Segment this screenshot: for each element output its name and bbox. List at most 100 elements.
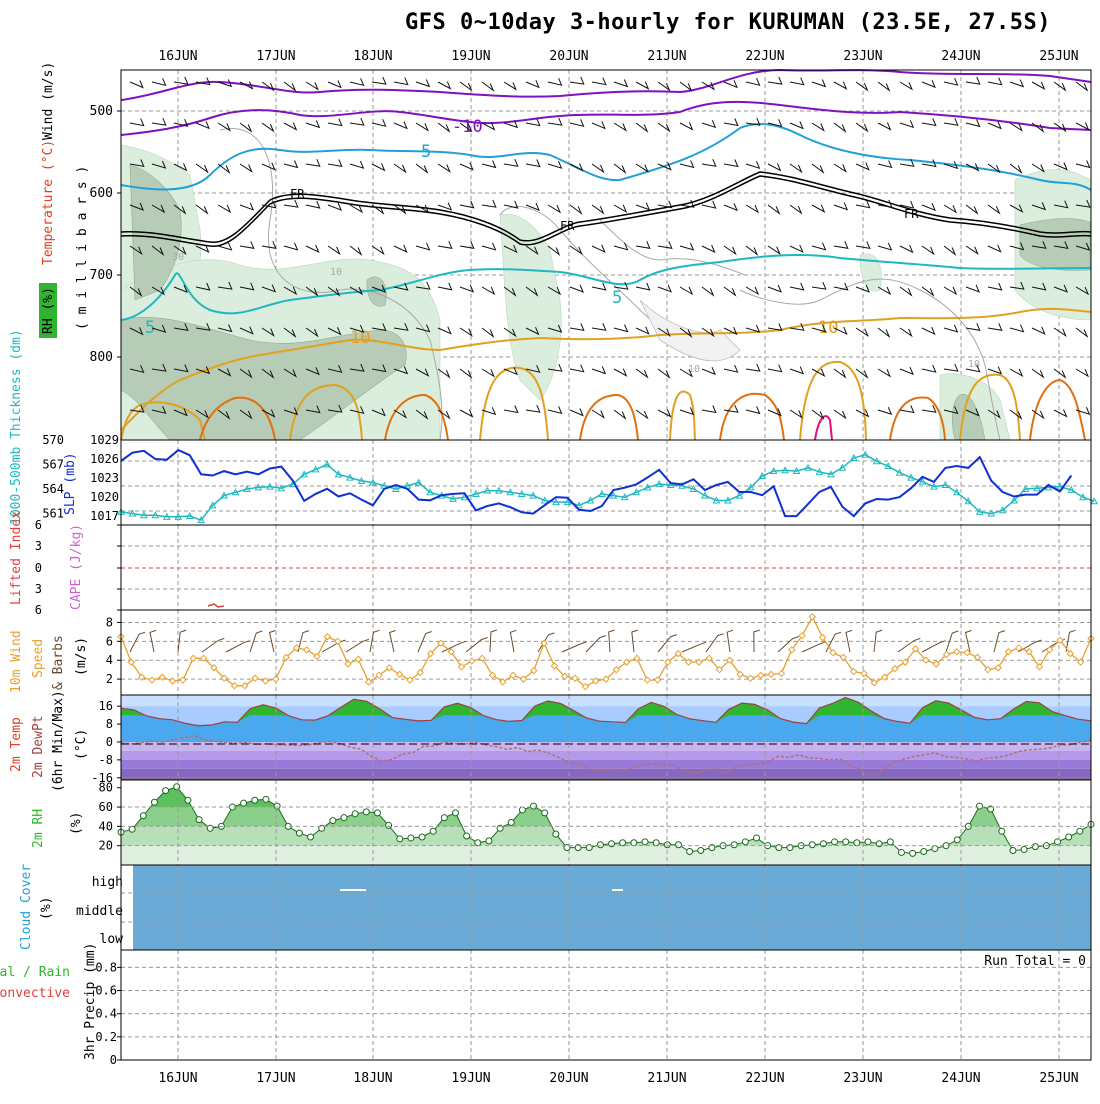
wind-marker (282, 653, 290, 662)
wind-marker (447, 648, 455, 656)
wind-barb (767, 284, 783, 293)
thickness-marker (346, 473, 354, 481)
wind-marker (922, 656, 930, 664)
wind-barb (1031, 163, 1045, 173)
wind-barb (547, 117, 563, 126)
wind-marker (168, 677, 177, 685)
wind-barb (465, 637, 488, 653)
wind-barb (437, 163, 451, 173)
wind-barb (547, 286, 562, 296)
wind-barb (855, 409, 870, 418)
rh-marker (686, 847, 694, 855)
wind-barb (283, 122, 298, 131)
wind-barb (965, 364, 981, 373)
wind-marker (1015, 644, 1023, 652)
wind-barb (1009, 79, 1025, 88)
rh-marker (307, 833, 315, 841)
slp-tick: 1023 (90, 471, 119, 485)
wind-barb (261, 81, 275, 92)
wind-barb (767, 323, 783, 332)
wind-barb (217, 324, 233, 333)
wind-barb (635, 368, 649, 379)
wind-barb (855, 162, 870, 171)
wind-marker (344, 660, 352, 668)
wind-barb (833, 81, 848, 90)
rh-axis-label: RH (%) (41, 287, 56, 334)
wind-barb (657, 162, 672, 171)
wind-marker (612, 665, 621, 674)
wind-marker (561, 672, 569, 680)
wind-barb (1031, 241, 1047, 249)
wind-barb (217, 281, 233, 290)
temp-blue-area (121, 715, 1091, 742)
contour-label-fr: FR (560, 219, 575, 233)
wind-barb (965, 119, 981, 128)
wind-barb (283, 160, 299, 169)
thickness-slp-panel: 570 567 564 561 1029 1026 1023 1020 1017 1000-50… (9, 329, 1099, 526)
wind-marker (395, 670, 404, 679)
thickness-marker (266, 482, 274, 490)
wind-barb (811, 281, 827, 290)
wind-marker (746, 674, 755, 682)
wind-barb (481, 368, 495, 378)
wind-marker (333, 637, 342, 646)
wind-barb (745, 324, 761, 333)
wind-marker (715, 665, 724, 674)
wind-marker (323, 632, 332, 641)
rh-marker (340, 814, 348, 822)
wind-barb (679, 407, 695, 416)
thickness-marker (357, 476, 366, 484)
wind-barb (1009, 204, 1024, 213)
wind-barb (569, 245, 583, 256)
pressure-axis: 500 600 700 800 (90, 104, 121, 365)
wind-barb (393, 282, 409, 291)
slp-line (120, 448, 1073, 518)
wind-barb (789, 366, 805, 375)
wind-barb (833, 202, 849, 211)
wind-marker (127, 658, 136, 666)
wind-barb (855, 241, 871, 250)
rh-marker (530, 802, 538, 810)
wind-barb (371, 408, 386, 417)
rh-marker (730, 841, 738, 849)
wind-barb (921, 159, 937, 168)
wind-barb (657, 122, 671, 133)
precip-axis-label: 3hr Precip (mm) (83, 943, 98, 1060)
wind-barb (855, 200, 871, 209)
rh-marker (619, 839, 627, 847)
rh-marker (396, 835, 404, 843)
top-date-axis: 16JUN 17JUN 18JUN 19JUN 20JUN 21JUN 22JUN 23JUN… (158, 49, 1078, 64)
thickness-marker (517, 489, 526, 497)
wind-barb (943, 77, 959, 86)
wind-barb (1031, 81, 1046, 90)
wind-barb (877, 407, 893, 416)
wind-marker (860, 669, 868, 678)
wind-barb (1031, 122, 1045, 133)
wind-barb (327, 245, 341, 256)
wind-barb (393, 77, 409, 86)
wind-barb (833, 368, 847, 379)
wind-barb (745, 406, 761, 415)
axis-tick-label: 16 (99, 699, 113, 713)
thickness-marker (208, 501, 217, 509)
wind-barb (701, 286, 715, 297)
rh-marker (262, 795, 270, 803)
wind-marker (798, 631, 806, 640)
precip-total-label: Total / Rain (0, 965, 70, 980)
cloud-cover-panel: high middle low Cloud Cover (%) (19, 864, 1092, 951)
wind-barb (349, 78, 365, 87)
wind-barb (657, 241, 673, 249)
rh-marker (998, 827, 1006, 835)
thickness-marker (1090, 497, 1099, 505)
wind-barb (547, 160, 563, 169)
wind-barb (899, 159, 915, 167)
wind-barb (349, 160, 365, 169)
wind10m-panel: 8 6 4 2 10m Wind Speed & Barbs (m/s) (9, 609, 1095, 696)
wind-marker (457, 663, 466, 671)
wind-barb (855, 327, 869, 338)
wind-barb (723, 118, 739, 127)
wind-barb (481, 199, 497, 208)
wind-barb (877, 199, 893, 208)
rh-marker (541, 809, 549, 817)
wind-barb (503, 159, 519, 167)
